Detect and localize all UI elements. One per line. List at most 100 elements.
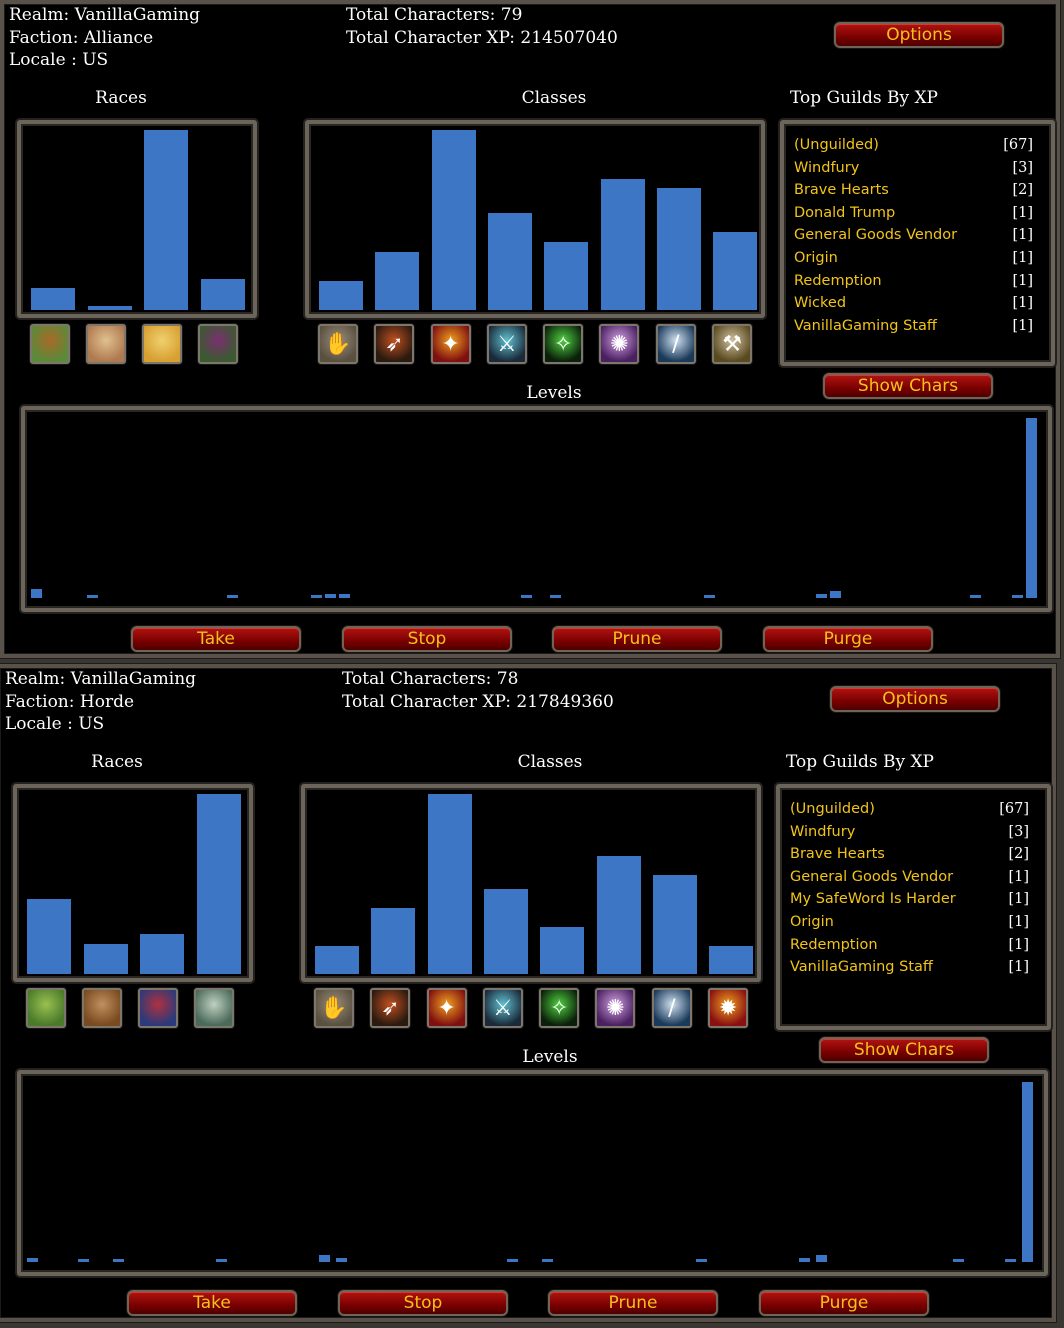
warrior-gauntlet-icon: ✋ — [314, 988, 354, 1028]
faction-label: Faction: Alliance — [9, 27, 154, 48]
locale-label: Locale : US — [9, 50, 109, 70]
race-bar — [140, 934, 184, 974]
level-bar — [215, 1259, 227, 1262]
undead-icon — [194, 988, 234, 1028]
guild-row[interactable]: General Goods Vendor [1] — [794, 224, 1033, 246]
guild-row[interactable]: VanillaGaming Staff [1] — [790, 956, 1029, 978]
prune-button[interactable]: Prune — [552, 626, 722, 652]
level-bar — [969, 595, 981, 598]
level-bar — [78, 1259, 90, 1262]
options-button[interactable]: Options — [830, 686, 1000, 712]
level-bar — [798, 1257, 810, 1262]
guild-name: Origin — [790, 914, 834, 930]
guild-count: [1] — [1012, 272, 1033, 289]
level-bar — [507, 1259, 519, 1262]
guild-name: General Goods Vendor — [790, 868, 954, 885]
guild-row[interactable]: General Goods Vendor [1] — [790, 866, 1029, 888]
guild-count: [1] — [1012, 250, 1033, 266]
level-bar — [703, 595, 715, 598]
totals-info: Total Characters: 79 Total Character XP:… — [346, 4, 618, 49]
rogue-dagger-icon: ⚔ — [482, 988, 523, 1028]
priest-sword-icon: / — [651, 988, 692, 1028]
take-button[interactable]: Take — [131, 626, 301, 652]
locale-label: Locale : US — [5, 714, 105, 734]
level-bar — [311, 595, 323, 598]
race-bar — [196, 794, 241, 974]
options-button[interactable]: Options — [834, 22, 1004, 48]
races-chart — [17, 120, 257, 318]
class-bar — [713, 232, 758, 310]
top-guilds-list: (Unguilded) [67] Windfury [3] Brave Hearts [2… — [780, 120, 1055, 366]
class-bar — [600, 178, 645, 310]
take-button[interactable]: Take — [127, 1290, 297, 1316]
purge-button[interactable]: Purge — [759, 1290, 929, 1316]
class-bar — [656, 188, 701, 310]
guild-row[interactable]: Windfury [3] — [794, 157, 1033, 179]
warlock-tentacle-icon: ✺ — [599, 324, 640, 364]
guild-name: Brave Hearts — [790, 846, 885, 863]
level-bar — [953, 1259, 965, 1262]
level-bar — [1022, 1082, 1033, 1262]
druid-claw-icon: ✧ — [543, 324, 584, 364]
guild-row[interactable]: Brave Hearts [2] — [794, 179, 1033, 201]
stop-button[interactable]: Stop — [338, 1290, 508, 1316]
guild-row[interactable]: Wicked [1] — [794, 292, 1033, 314]
class-bar — [371, 907, 416, 974]
guild-count: [1] — [1008, 891, 1029, 908]
guild-name: Donald Trump — [794, 204, 896, 221]
horde-panel: Realm: VanillaGaming Faction: Horde Loca… — [0, 664, 1056, 1322]
warlock-tentacle-icon: ✺ — [595, 988, 636, 1028]
class-bar — [375, 251, 420, 310]
rogue-dagger-icon: ⚔ — [486, 324, 527, 364]
race-bar — [27, 899, 71, 974]
realm-info: Realm: VanillaGaming Faction: Horde Loca… — [5, 668, 196, 736]
purge-button[interactable]: Purge — [763, 626, 933, 652]
class-bar — [427, 794, 472, 974]
guild-row[interactable]: Donald Trump [1] — [794, 202, 1033, 224]
race-bar — [83, 944, 128, 974]
priest-sword-icon: / — [655, 324, 696, 364]
guild-row[interactable]: Brave Hearts [2] — [790, 843, 1029, 865]
guild-count: [1] — [1012, 317, 1033, 334]
guild-row[interactable]: (Unguilded) [67] — [794, 134, 1033, 156]
guild-name: Origin — [794, 250, 838, 266]
race-bar — [87, 305, 132, 310]
classes-header: Classes — [521, 88, 587, 108]
guild-row[interactable]: Redemption [1] — [794, 270, 1033, 292]
guild-row[interactable]: Origin [1] — [794, 247, 1033, 269]
total-characters: Total Characters: 78 — [342, 669, 519, 689]
guild-name: General Goods Vendor — [794, 227, 958, 244]
level-bar — [335, 1257, 347, 1262]
class-bar — [709, 945, 754, 974]
guild-row[interactable]: (Unguilded) [67] — [790, 798, 1029, 820]
guild-row[interactable]: VanillaGaming Staff [1] — [794, 315, 1033, 337]
race-bar — [144, 130, 188, 310]
guilds-header: Top Guilds By XP — [790, 88, 938, 108]
guild-count: [2] — [1012, 182, 1033, 199]
class-bar — [319, 280, 363, 310]
guild-row[interactable]: My SafeWord Is Harder [1] — [790, 888, 1029, 910]
races-chart — [13, 784, 253, 982]
warrior-gauntlet-icon: ✋ — [318, 324, 358, 364]
level-bar — [31, 589, 42, 598]
guild-row[interactable]: Redemption [1] — [790, 934, 1029, 956]
show-chars-button[interactable]: Show Chars — [823, 373, 993, 399]
guilds-header: Top Guilds By XP — [786, 752, 934, 772]
guild-row[interactable]: Origin [1] — [790, 911, 1029, 933]
level-bar — [339, 593, 351, 598]
guild-count: [1] — [1008, 868, 1029, 885]
dwarf-icon — [30, 324, 70, 364]
class-bar — [540, 926, 585, 974]
guild-count: [67] — [1003, 137, 1033, 153]
guild-name: Windfury — [790, 823, 856, 840]
levels-chart — [21, 406, 1052, 612]
class-bar — [596, 855, 641, 974]
classes-header: Classes — [517, 752, 583, 772]
guild-count: [3] — [1008, 823, 1029, 840]
stop-button[interactable]: Stop — [342, 626, 512, 652]
show-chars-button[interactable]: Show Chars — [819, 1037, 989, 1063]
paladin-hammer-icon: ⚒ — [712, 324, 753, 364]
level-bar — [87, 595, 99, 598]
guild-row[interactable]: Windfury [3] — [790, 821, 1029, 843]
prune-button[interactable]: Prune — [548, 1290, 718, 1316]
